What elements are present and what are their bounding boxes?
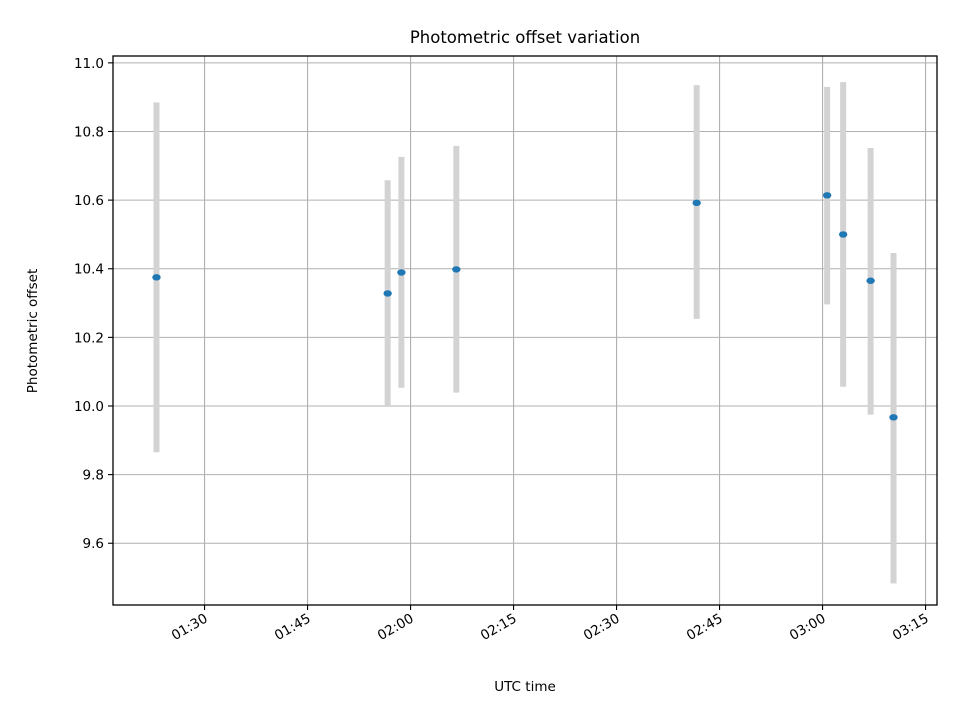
point-layer [152, 192, 898, 421]
y-tick-label: 9.8 [83, 468, 104, 484]
data-point [822, 192, 832, 199]
y-tick-label: 10.0 [74, 399, 104, 415]
data-point [838, 231, 848, 238]
data-point [452, 266, 461, 273]
x-axis-label: UTC time [494, 679, 556, 695]
x-tick-label: 03:00 [787, 611, 829, 644]
y-tick-label: 10.8 [74, 124, 104, 140]
data-point [866, 277, 875, 284]
grid-layer [113, 56, 937, 605]
tick-layer: 01:30 01:45 02:00 02:15 02:30 02:45 03:00 03:15… [74, 56, 932, 644]
y-tick-label: 10.4 [74, 262, 104, 278]
y-tick-label: 11.0 [74, 56, 104, 72]
x-tick-label: 01:30 [169, 611, 211, 644]
x-tick-label: 02:45 [684, 611, 726, 644]
x-tick-label: 02:00 [375, 611, 417, 644]
plot-frame [112, 55, 938, 606]
y-tick-label: 9.6 [83, 536, 104, 552]
x-tick-label: 03:15 [890, 611, 932, 644]
y-axis-label: Photometric offset [25, 269, 41, 393]
y-tick-label: 10.6 [74, 193, 104, 209]
y-tick-label: 10.2 [74, 330, 104, 346]
data-point [397, 269, 406, 276]
data-point [383, 290, 392, 297]
data-point [889, 414, 898, 421]
error-bar-layer [153, 82, 897, 584]
data-point [152, 274, 161, 281]
chart-title: Photometric offset variation [410, 28, 640, 47]
x-tick-label: 01:45 [272, 611, 314, 644]
x-tick-label: 02:30 [581, 611, 623, 644]
data-point [692, 199, 701, 207]
x-tick-label: 02:15 [478, 611, 520, 644]
